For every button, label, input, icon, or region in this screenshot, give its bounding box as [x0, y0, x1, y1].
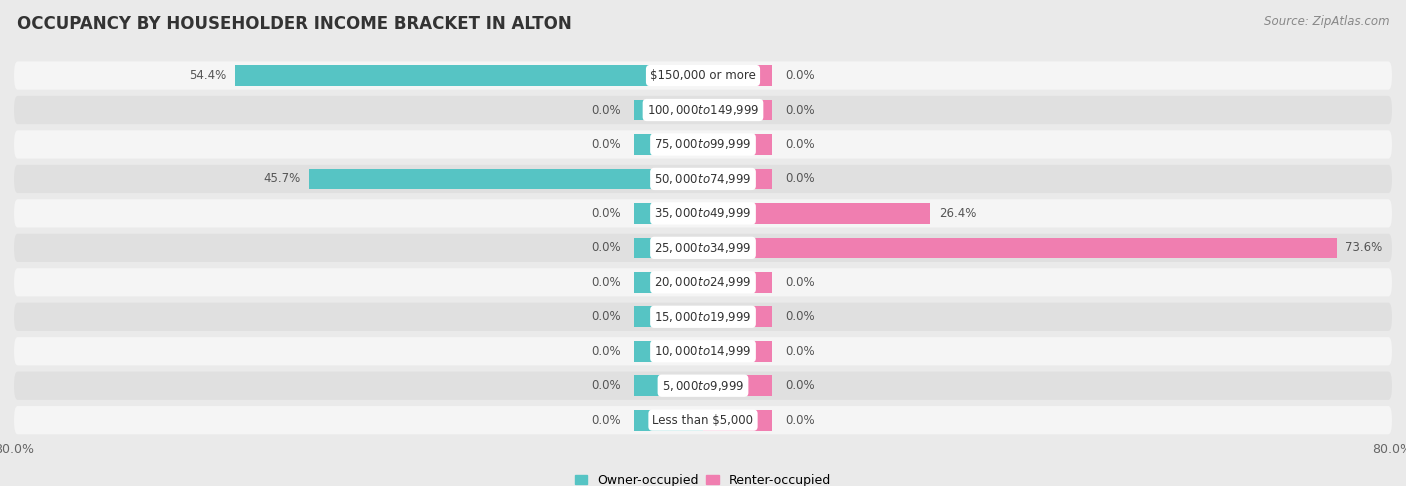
Text: $20,000 to $24,999: $20,000 to $24,999 — [654, 276, 752, 289]
Bar — [703, 410, 772, 431]
Bar — [634, 410, 703, 431]
Text: 0.0%: 0.0% — [592, 345, 621, 358]
FancyBboxPatch shape — [14, 130, 1392, 158]
Text: 0.0%: 0.0% — [592, 276, 621, 289]
Text: $25,000 to $34,999: $25,000 to $34,999 — [654, 241, 752, 255]
Text: 26.4%: 26.4% — [939, 207, 976, 220]
Text: 45.7%: 45.7% — [263, 173, 301, 186]
FancyBboxPatch shape — [14, 234, 1392, 262]
Text: $75,000 to $99,999: $75,000 to $99,999 — [654, 138, 752, 152]
Text: 73.6%: 73.6% — [1346, 242, 1382, 254]
Text: 0.0%: 0.0% — [785, 310, 814, 323]
Text: Source: ZipAtlas.com: Source: ZipAtlas.com — [1264, 15, 1389, 28]
Bar — [634, 272, 703, 293]
Bar — [703, 100, 772, 121]
Legend: Owner-occupied, Renter-occupied: Owner-occupied, Renter-occupied — [569, 469, 837, 486]
FancyBboxPatch shape — [14, 199, 1392, 227]
Text: OCCUPANCY BY HOUSEHOLDER INCOME BRACKET IN ALTON: OCCUPANCY BY HOUSEHOLDER INCOME BRACKET … — [17, 15, 572, 33]
Text: $15,000 to $19,999: $15,000 to $19,999 — [654, 310, 752, 324]
Text: 0.0%: 0.0% — [785, 173, 814, 186]
Bar — [634, 307, 703, 327]
Text: $35,000 to $49,999: $35,000 to $49,999 — [654, 207, 752, 220]
Text: 0.0%: 0.0% — [785, 379, 814, 392]
FancyBboxPatch shape — [14, 372, 1392, 400]
Text: 0.0%: 0.0% — [785, 104, 814, 117]
Text: 54.4%: 54.4% — [188, 69, 226, 82]
Text: $5,000 to $9,999: $5,000 to $9,999 — [662, 379, 744, 393]
Bar — [703, 203, 931, 224]
Bar — [634, 238, 703, 258]
FancyBboxPatch shape — [14, 268, 1392, 296]
Bar — [634, 203, 703, 224]
Text: $150,000 or more: $150,000 or more — [650, 69, 756, 82]
Bar — [634, 100, 703, 121]
Text: 0.0%: 0.0% — [592, 379, 621, 392]
Text: 0.0%: 0.0% — [592, 104, 621, 117]
Bar — [634, 134, 703, 155]
FancyBboxPatch shape — [14, 96, 1392, 124]
FancyBboxPatch shape — [14, 165, 1392, 193]
FancyBboxPatch shape — [14, 337, 1392, 365]
Text: $100,000 to $149,999: $100,000 to $149,999 — [647, 103, 759, 117]
Bar — [703, 65, 772, 86]
Text: 0.0%: 0.0% — [592, 242, 621, 254]
Bar — [703, 375, 772, 396]
Text: 0.0%: 0.0% — [592, 310, 621, 323]
Bar — [235, 65, 703, 86]
Text: 0.0%: 0.0% — [592, 207, 621, 220]
Text: $50,000 to $74,999: $50,000 to $74,999 — [654, 172, 752, 186]
Bar — [703, 307, 772, 327]
Text: Less than $5,000: Less than $5,000 — [652, 414, 754, 427]
Text: 0.0%: 0.0% — [592, 138, 621, 151]
Bar — [703, 272, 772, 293]
FancyBboxPatch shape — [14, 303, 1392, 331]
Text: 0.0%: 0.0% — [785, 138, 814, 151]
Text: 0.0%: 0.0% — [785, 345, 814, 358]
Bar — [703, 134, 772, 155]
Text: 0.0%: 0.0% — [785, 69, 814, 82]
Bar — [703, 238, 1337, 258]
Bar — [309, 169, 703, 189]
Text: 0.0%: 0.0% — [785, 414, 814, 427]
Text: 0.0%: 0.0% — [785, 276, 814, 289]
Bar — [634, 375, 703, 396]
FancyBboxPatch shape — [14, 61, 1392, 90]
Bar — [703, 341, 772, 362]
Bar — [634, 341, 703, 362]
Text: 0.0%: 0.0% — [592, 414, 621, 427]
FancyBboxPatch shape — [14, 406, 1392, 434]
Bar — [703, 169, 772, 189]
Text: $10,000 to $14,999: $10,000 to $14,999 — [654, 344, 752, 358]
